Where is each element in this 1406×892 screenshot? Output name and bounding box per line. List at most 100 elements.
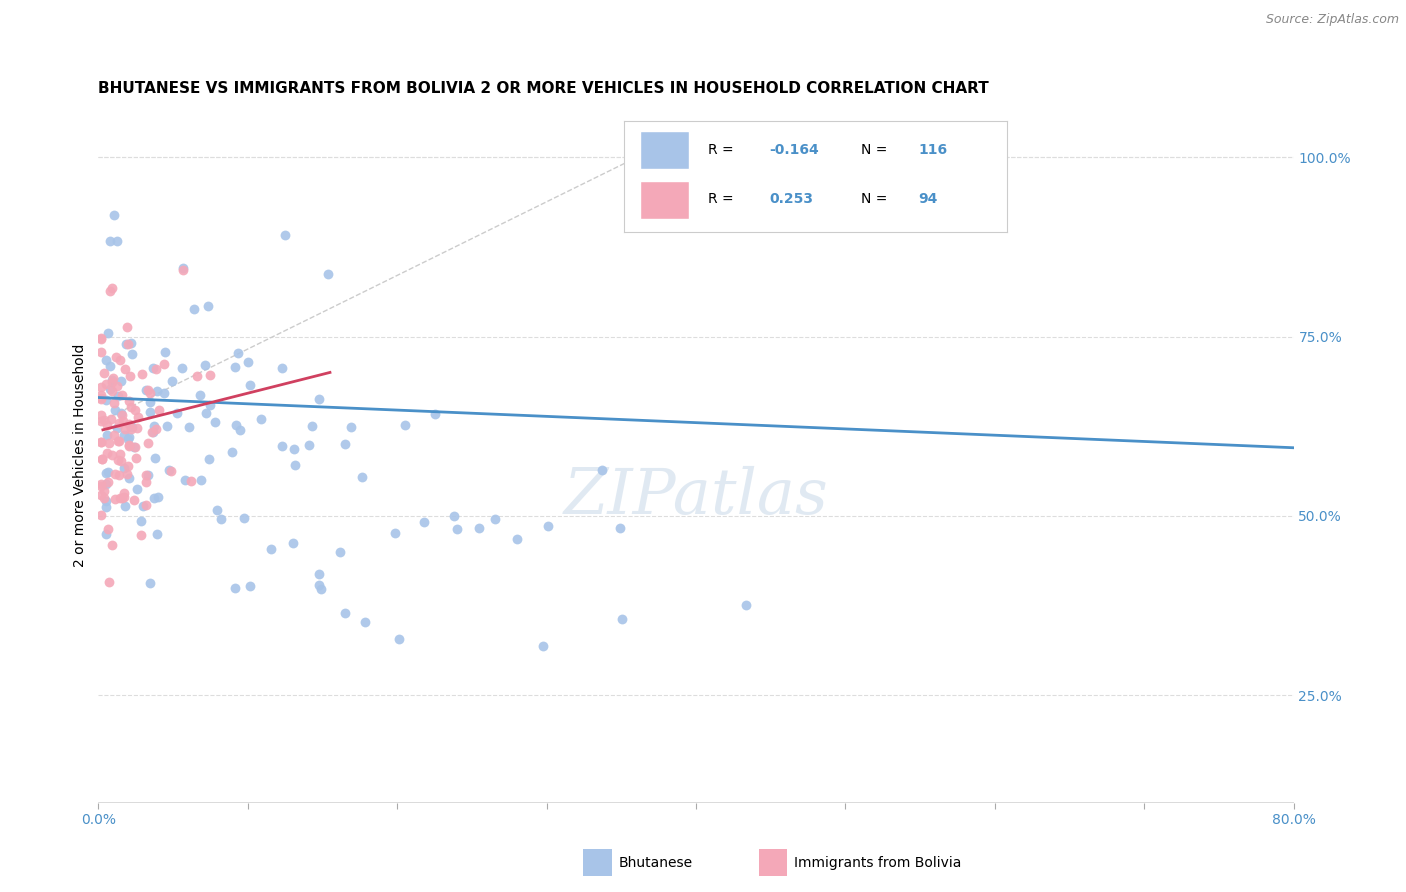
Point	[118, 394, 141, 409]
Point	[591, 463, 613, 477]
Point	[413, 515, 436, 529]
Point	[226, 346, 249, 360]
Point	[127, 421, 149, 435]
Point	[283, 536, 305, 550]
Point	[506, 532, 529, 546]
Point	[129, 528, 152, 542]
Point	[138, 405, 160, 419]
Point	[90, 414, 112, 428]
Point	[90, 332, 112, 346]
Point	[122, 441, 145, 455]
Point	[211, 511, 233, 525]
Point	[136, 468, 159, 483]
Point	[239, 377, 262, 392]
Point	[205, 503, 228, 517]
Point	[160, 374, 183, 388]
Point	[90, 488, 112, 502]
Point	[135, 475, 157, 490]
Point	[153, 386, 176, 401]
Point	[172, 262, 194, 277]
Point	[101, 371, 124, 385]
Point	[90, 330, 112, 344]
Point	[249, 412, 271, 426]
Point	[174, 473, 197, 487]
Point	[94, 392, 117, 407]
Point	[90, 434, 112, 449]
Point	[125, 451, 148, 466]
Y-axis label: 2 or more Vehicles in Household: 2 or more Vehicles in Household	[73, 343, 87, 566]
Point	[145, 422, 167, 436]
Point	[104, 467, 127, 481]
Point	[298, 438, 321, 452]
Point	[183, 302, 205, 317]
Point	[120, 422, 142, 436]
Point	[97, 465, 120, 479]
Point	[224, 581, 246, 595]
Point	[105, 379, 128, 393]
Point	[135, 498, 157, 512]
Point	[166, 406, 188, 420]
Point	[90, 379, 112, 393]
Point	[104, 403, 127, 417]
Point	[735, 599, 758, 613]
Point	[238, 579, 260, 593]
Text: Source: ZipAtlas.com: Source: ZipAtlas.com	[1265, 13, 1399, 27]
Point	[107, 389, 129, 403]
Point	[97, 522, 120, 536]
Point	[117, 458, 139, 473]
Point	[135, 467, 157, 482]
Point	[198, 368, 221, 382]
Point	[118, 471, 141, 485]
Point	[157, 463, 180, 477]
Point	[107, 420, 129, 434]
Point	[139, 385, 162, 400]
Point	[111, 491, 134, 505]
Point	[107, 453, 129, 467]
Point	[110, 406, 132, 420]
Point	[101, 384, 124, 399]
Point	[136, 383, 159, 397]
Point	[90, 344, 112, 359]
Point	[117, 432, 139, 446]
Point	[97, 574, 120, 589]
Point	[311, 582, 333, 596]
Point	[108, 416, 131, 430]
Point	[100, 281, 122, 295]
Text: ZIPatlas: ZIPatlas	[564, 466, 828, 527]
Point	[204, 416, 226, 430]
Point	[468, 521, 491, 535]
Point	[107, 434, 129, 448]
Point	[129, 514, 152, 528]
Point	[103, 208, 125, 222]
Point	[112, 486, 135, 500]
Point	[146, 384, 169, 398]
Point	[107, 434, 129, 448]
Point	[96, 445, 118, 459]
Point	[94, 467, 117, 481]
Point	[394, 417, 416, 432]
Point	[145, 361, 167, 376]
Point	[93, 491, 115, 506]
Point	[114, 362, 136, 376]
Point	[146, 526, 169, 541]
Point	[148, 402, 170, 417]
Point	[190, 473, 212, 487]
Point	[112, 460, 135, 475]
Point	[120, 400, 142, 414]
Point	[443, 508, 465, 523]
Point	[91, 451, 114, 466]
Point	[229, 423, 252, 437]
Point	[354, 615, 377, 629]
Point	[271, 439, 294, 453]
Point	[180, 474, 202, 488]
Point	[143, 418, 166, 433]
Point	[142, 425, 165, 440]
Point	[94, 494, 117, 508]
Point	[120, 335, 142, 350]
Point	[484, 512, 506, 526]
Point	[270, 361, 292, 376]
Point	[94, 527, 117, 541]
Point	[350, 470, 373, 484]
Point	[101, 376, 124, 390]
Point	[90, 392, 112, 406]
